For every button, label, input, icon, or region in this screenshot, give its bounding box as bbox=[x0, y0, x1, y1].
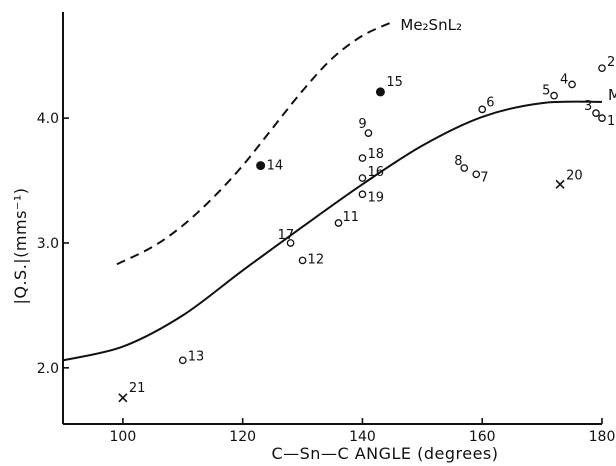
point-label-16: 16 bbox=[367, 165, 384, 180]
open-marker bbox=[286, 239, 295, 247]
open-marker bbox=[592, 109, 600, 117]
data-point-6: 6 bbox=[478, 95, 495, 114]
point-label-2: 2 bbox=[607, 55, 615, 70]
data-point-8: 8 bbox=[454, 154, 469, 172]
curve-me2snl2 bbox=[116, 21, 393, 266]
open-marker bbox=[568, 80, 576, 89]
data-point-7: 7 bbox=[472, 170, 489, 185]
data-point-1: 1 bbox=[598, 114, 615, 129]
open-marker bbox=[334, 219, 343, 227]
curve-label-me2snl4: Me₂SnL₄ bbox=[608, 86, 616, 104]
x-tick-label: 140 bbox=[349, 429, 376, 445]
point-label-19: 19 bbox=[367, 190, 384, 205]
x-tick-label: 180 bbox=[589, 429, 616, 445]
x-tick-label: 100 bbox=[110, 429, 137, 445]
y-tick-label: 4.0 bbox=[37, 111, 59, 127]
open-marker bbox=[460, 164, 469, 172]
open-marker bbox=[478, 105, 487, 114]
open-marker bbox=[358, 190, 367, 199]
data-point-4: 4 bbox=[560, 72, 576, 89]
point-label-17: 17 bbox=[278, 228, 295, 243]
curves-layer: Me₂SnL₄ Me₂SnL₂ bbox=[62, 16, 616, 362]
open-marker bbox=[358, 174, 367, 182]
point-label-21: 21 bbox=[129, 381, 146, 396]
point-label-7: 7 bbox=[480, 170, 488, 185]
data-point-13: 13 bbox=[178, 349, 205, 365]
data-point-3: 3 bbox=[584, 99, 600, 117]
x-tick-label: 160 bbox=[469, 429, 496, 445]
data-point-20: 20 bbox=[555, 168, 583, 189]
data-point-2: 2 bbox=[598, 55, 615, 73]
point-label-8: 8 bbox=[454, 154, 462, 169]
cross-marker bbox=[118, 393, 128, 403]
open-marker bbox=[358, 154, 367, 162]
data-point-9: 9 bbox=[358, 117, 373, 137]
point-label-20: 20 bbox=[566, 168, 583, 183]
point-label-13: 13 bbox=[188, 349, 205, 364]
point-label-4: 4 bbox=[560, 72, 568, 87]
x-tick-label: 120 bbox=[229, 429, 256, 445]
data-point-16: 16 bbox=[358, 165, 384, 182]
point-label-5: 5 bbox=[542, 84, 550, 99]
open-marker bbox=[598, 64, 606, 73]
open-marker bbox=[472, 170, 481, 179]
axes-layer bbox=[62, 12, 602, 425]
open-marker bbox=[550, 91, 558, 100]
open-marker bbox=[364, 129, 373, 137]
point-label-9: 9 bbox=[358, 117, 366, 132]
point-label-18: 18 bbox=[367, 147, 384, 162]
filled-marker bbox=[256, 161, 266, 171]
point-label-14: 14 bbox=[267, 159, 284, 174]
cross-marker bbox=[555, 179, 565, 189]
data-point-12: 12 bbox=[298, 252, 325, 267]
point-label-6: 6 bbox=[486, 95, 494, 110]
data-point-18: 18 bbox=[358, 147, 384, 162]
data-point-15: 15 bbox=[375, 75, 403, 97]
y-axis-label: |Q.S.|(mms⁻¹) bbox=[11, 187, 30, 304]
curve-me2snl4 bbox=[62, 100, 603, 362]
data-point-19: 19 bbox=[358, 190, 384, 205]
y-tick-label: 2.0 bbox=[37, 361, 59, 377]
curve-label-me2snl2: Me₂SnL₂ bbox=[400, 16, 462, 34]
open-marker bbox=[598, 114, 606, 122]
data-point-17: 17 bbox=[278, 228, 295, 247]
point-label-15: 15 bbox=[386, 75, 403, 90]
point-label-3: 3 bbox=[584, 99, 592, 114]
point-label-1: 1 bbox=[607, 114, 615, 129]
data-point-11: 11 bbox=[334, 210, 359, 227]
x-axis-label: C—Sn—C ANGLE (degrees) bbox=[271, 444, 498, 463]
data-point-5: 5 bbox=[542, 84, 558, 100]
data-point-14: 14 bbox=[256, 159, 284, 174]
open-marker bbox=[298, 256, 307, 265]
data-point-21: 21 bbox=[118, 381, 146, 403]
point-label-11: 11 bbox=[342, 210, 359, 225]
point-label-12: 12 bbox=[308, 252, 325, 267]
open-marker bbox=[178, 356, 187, 365]
filled-marker bbox=[375, 87, 385, 97]
y-tick-label: 3.0 bbox=[37, 236, 59, 252]
